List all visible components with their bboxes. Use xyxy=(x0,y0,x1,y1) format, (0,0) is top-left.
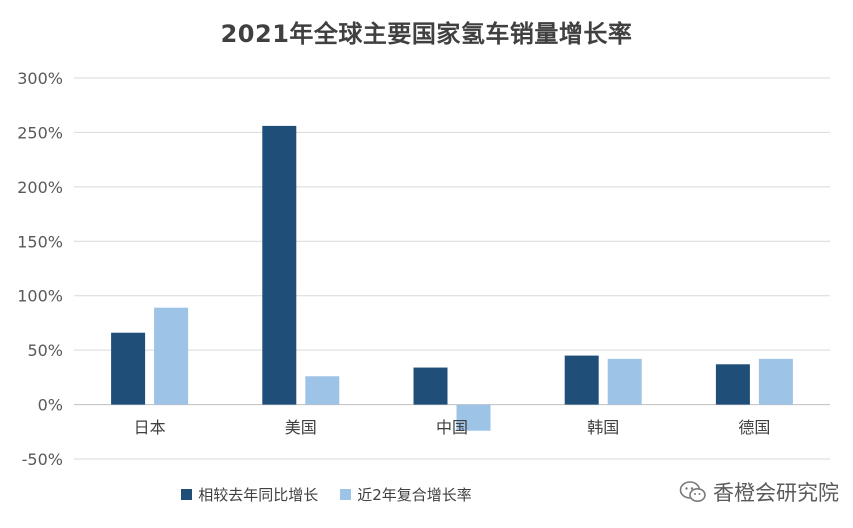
legend-item-series-2: 近2年复合增长率 xyxy=(340,484,472,505)
bar-1-4 xyxy=(564,355,599,405)
x-axis-labels: 日本 美国 中国 韩国 德国 xyxy=(134,418,771,437)
y-tick-label: 100% xyxy=(17,287,63,306)
bar-2-3 xyxy=(456,404,491,431)
y-tick-label: 150% xyxy=(17,232,63,251)
legend-label-series-1: 相较去年同比增长 xyxy=(198,486,319,504)
x-tick-label: 日本 xyxy=(134,418,166,437)
legend: 相较去年同比增长 近2年复合增长率 xyxy=(0,484,853,505)
gridlines xyxy=(74,77,830,460)
x-tick-label: 韩国 xyxy=(587,418,619,437)
y-axis-ticks: 300% 250% 200% 150% 100% 50% 0% -50% xyxy=(17,69,63,469)
y-tick-label: 200% xyxy=(17,178,63,197)
watermark-text: 香橙会研究院 xyxy=(713,481,839,505)
legend-label-series-2: 近2年复合增长率 xyxy=(357,486,472,504)
bar-2-5 xyxy=(758,358,793,405)
legend-swatch-series-1 xyxy=(181,489,193,500)
bar-1-5 xyxy=(715,364,750,405)
y-tick-label: -50% xyxy=(22,450,63,469)
legend-item-series-1: 相较去年同比增长 xyxy=(181,484,318,505)
wechat-icon xyxy=(679,481,706,502)
x-tick-label: 德国 xyxy=(738,418,770,437)
y-tick-label: 300% xyxy=(17,69,63,88)
x-tick-label: 中国 xyxy=(436,418,468,437)
bar-2-2 xyxy=(305,376,340,405)
y-tick-label: 0% xyxy=(38,396,63,415)
bar-2-1 xyxy=(154,307,189,405)
bar-2-4 xyxy=(607,358,642,405)
watermark: 香橙会研究院 xyxy=(679,477,839,507)
bars xyxy=(111,125,793,431)
x-tick-label: 美国 xyxy=(285,418,317,437)
chart-title: 2021年全球主要国家氢车销量增长率 xyxy=(220,20,633,48)
bar-1-2 xyxy=(262,125,297,405)
y-tick-label: 50% xyxy=(27,341,63,360)
bar-1-3 xyxy=(413,367,448,405)
bar-1-1 xyxy=(111,332,146,405)
legend-swatch-series-2 xyxy=(340,489,352,500)
y-tick-label: 250% xyxy=(17,123,63,142)
